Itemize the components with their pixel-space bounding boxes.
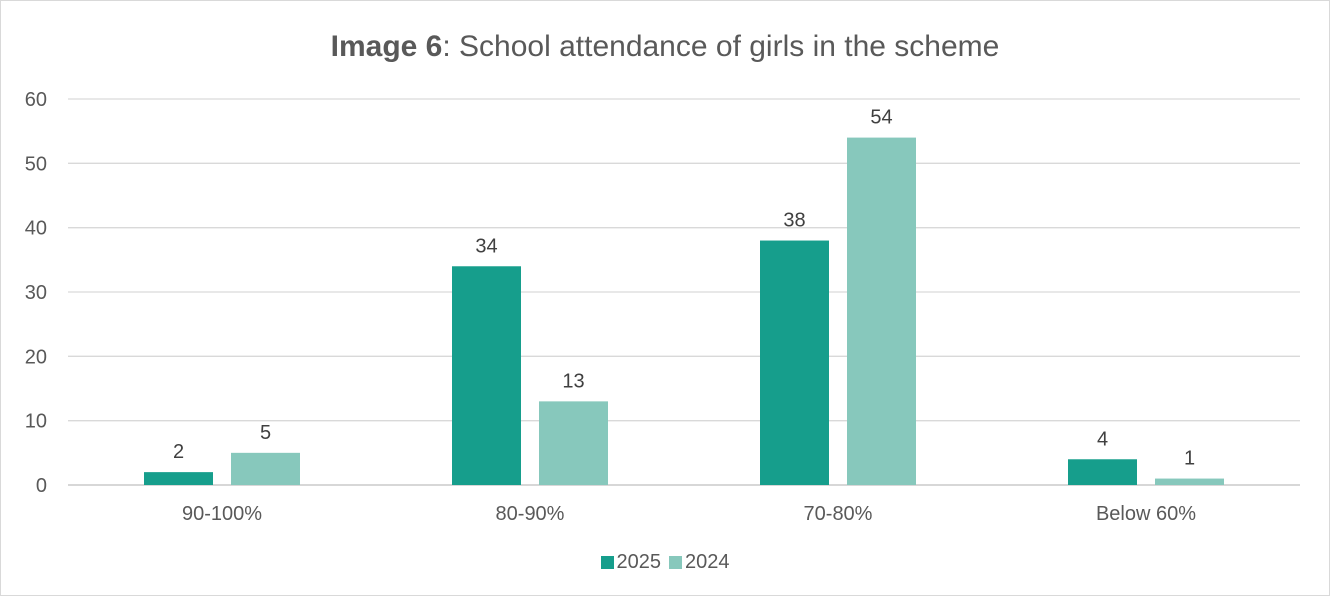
bar-2025-7080	[760, 240, 829, 485]
chart-title-rest: : School attendance of girls in the sche…	[442, 30, 1000, 63]
y-tick-label: 20	[25, 346, 47, 368]
y-tick-label: 0	[36, 475, 47, 497]
data-label: 1	[1184, 448, 1195, 470]
data-label: 38	[783, 210, 805, 232]
x-tick-label: 90-100%	[182, 503, 262, 525]
data-label: 2	[173, 441, 184, 463]
y-tick-label: 40	[25, 218, 47, 240]
x-tick-label: Below 60%	[1096, 503, 1196, 525]
bar-chart-plot: 0 10 20 30 40 50 60 2 5 90-100% 34 13 80-90% 38 54 70-8…	[25, 89, 1300, 525]
y-tick-label: 60	[25, 89, 47, 111]
y-tick-label: 50	[25, 153, 47, 175]
y-tick-label: 30	[25, 282, 47, 304]
legend-item: 2025	[600, 551, 662, 574]
chart-title-bold: Image 6	[330, 30, 443, 63]
legend-label: 2025	[616, 551, 662, 573]
bar-2025-90100	[144, 472, 213, 485]
chart-legend: 2025 2024	[0, 551, 1330, 574]
legend-label: 2024	[685, 551, 730, 573]
x-tick-label: 80-90%	[496, 503, 565, 525]
data-label: 5	[260, 422, 271, 444]
bar-2025-below60	[1068, 459, 1137, 485]
y-tick-label: 10	[25, 411, 47, 433]
data-label: 34	[475, 235, 497, 257]
bar-2024-8090	[539, 401, 608, 485]
data-label: 13	[562, 370, 584, 392]
chart-title: Image 6: School attendance of girls in t…	[0, 30, 1330, 64]
x-tick-label: 70-80%	[804, 503, 873, 525]
bar-2024-7080	[847, 137, 916, 485]
legend-item: 2024	[669, 551, 730, 574]
data-label: 4	[1097, 428, 1108, 450]
data-label: 54	[870, 107, 892, 129]
legend-swatch	[669, 556, 682, 569]
legend-swatch	[600, 556, 614, 569]
bar-2024-below60	[1155, 478, 1224, 485]
bar-2025-8090	[452, 266, 521, 485]
bar-2024-90100	[231, 452, 300, 485]
